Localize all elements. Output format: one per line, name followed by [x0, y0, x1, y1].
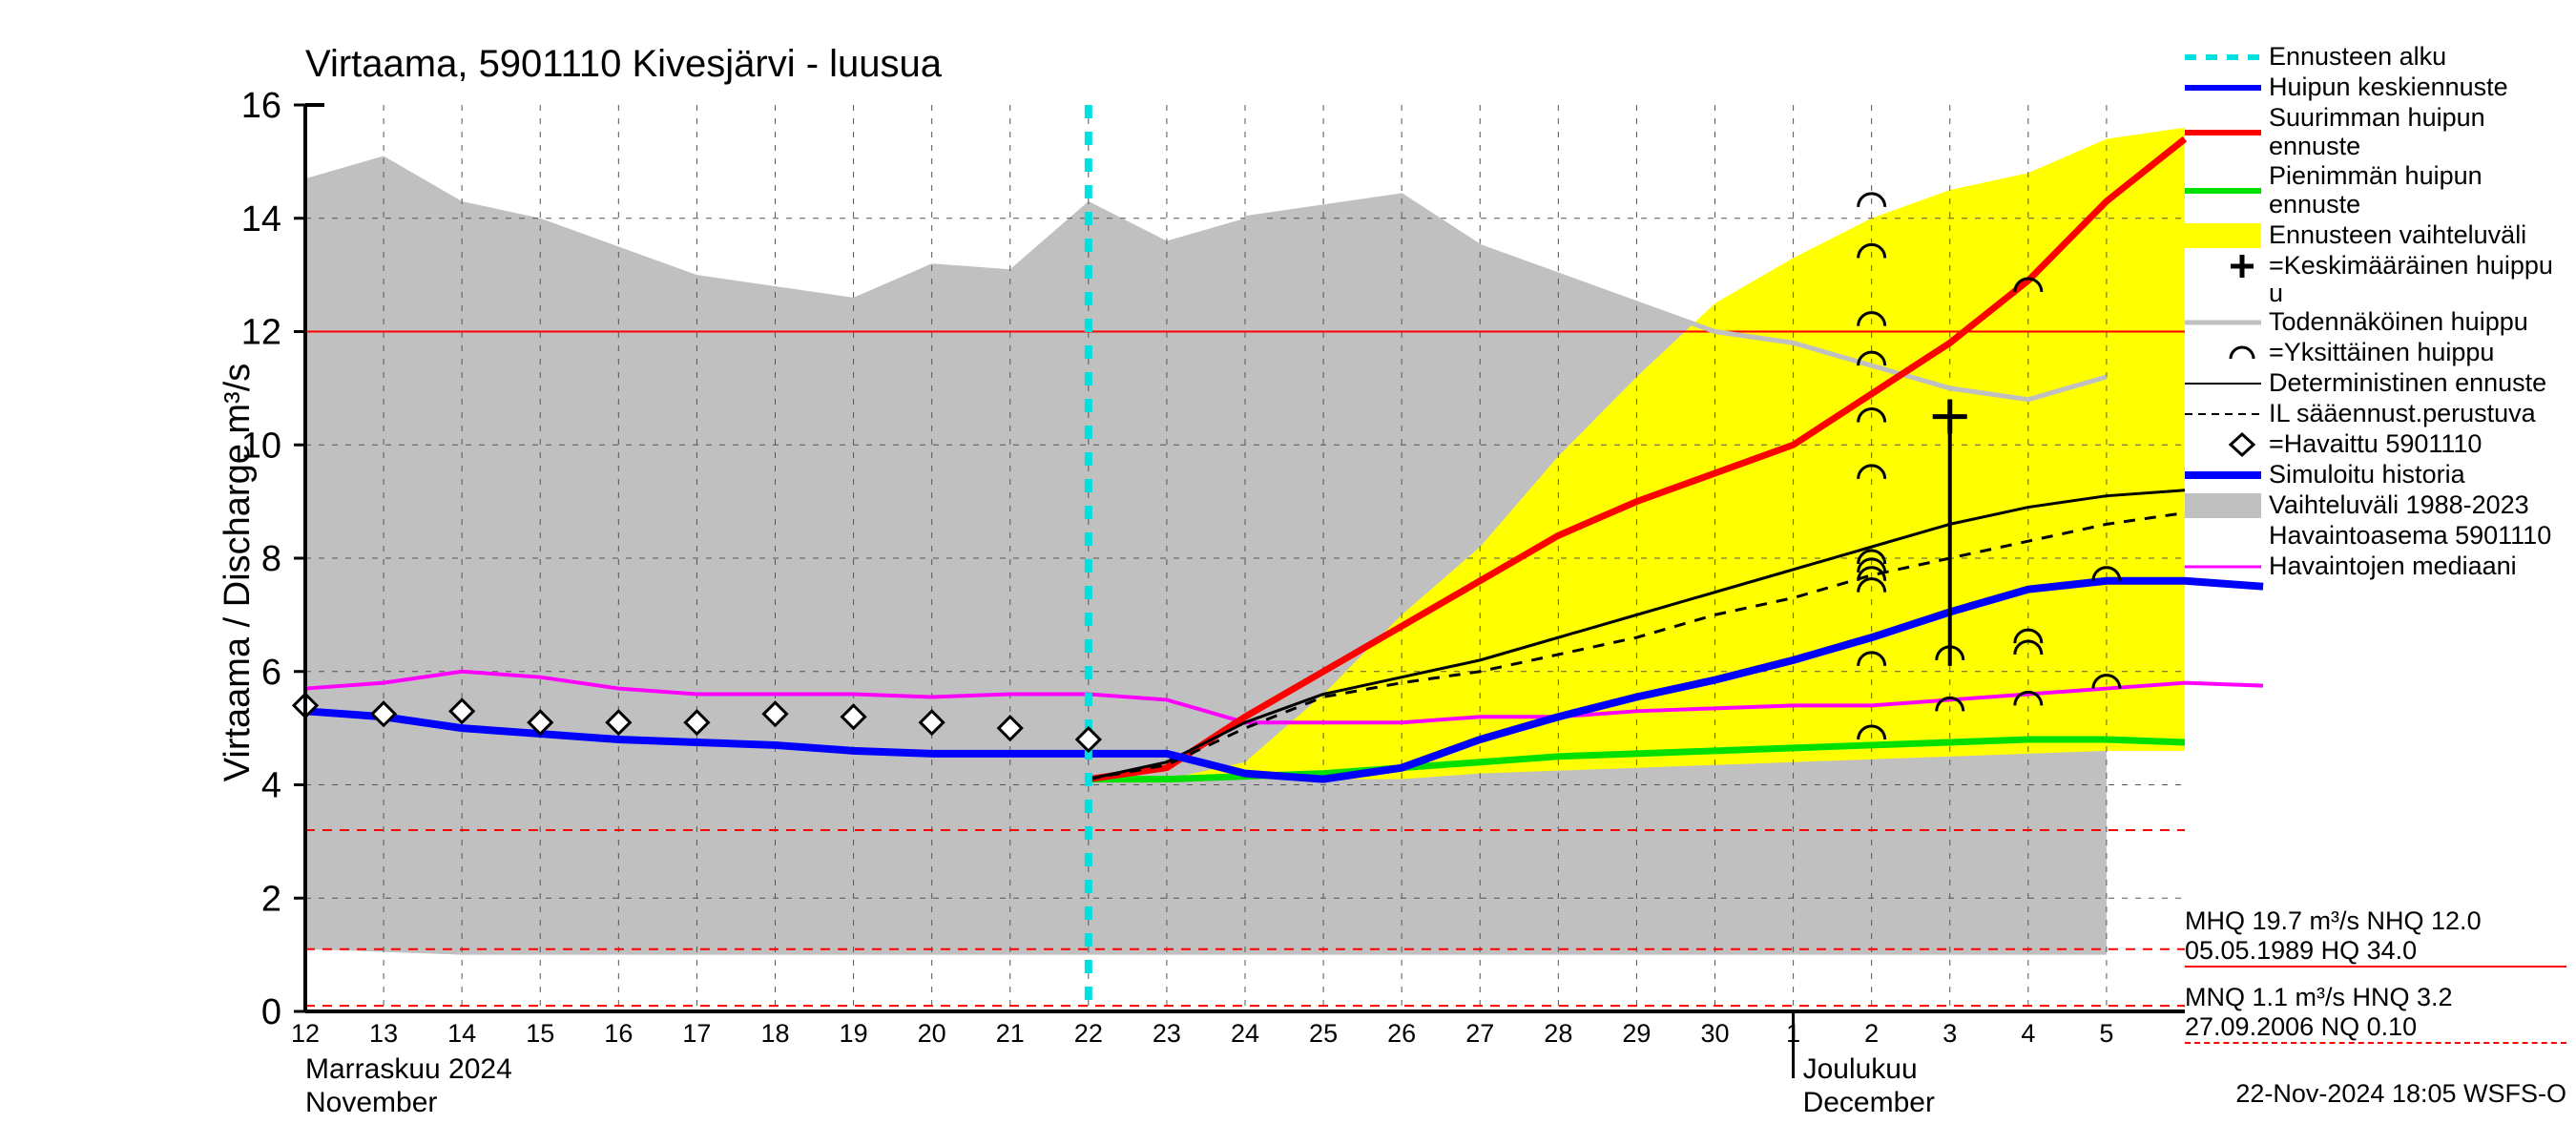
x-tick-label: 21 — [996, 1019, 1025, 1048]
x-tick-label: 5 — [2099, 1019, 2113, 1048]
legend-label: Huipun keskiennuste — [2269, 73, 2566, 102]
legend-item-mean_peak_sym: =Keskimääräinen huippu — [2185, 252, 2566, 281]
legend-item-peak_min: Pienimmän huipun ennuste — [2185, 162, 2566, 219]
month-label-fi: Marraskuu 2024 — [305, 1053, 512, 1085]
legend-label-cont: u — [2269, 279, 2566, 308]
legend-swatch — [2185, 461, 2261, 489]
legend-label: Ennusteen vaihteluväli — [2269, 221, 2566, 250]
legend-swatch — [2185, 491, 2261, 520]
legend-swatch — [2185, 430, 2261, 459]
legend-item-forecast_start: Ennusteen alku — [2185, 43, 2566, 72]
footer-timestamp: 22-Nov-2024 18:05 WSFS-O — [2235, 1079, 2566, 1109]
legend-swatch — [2185, 221, 2261, 250]
legend-swatch — [2185, 400, 2261, 428]
legend-swatch — [2185, 308, 2261, 337]
legend-label: =Havaittu 5901110 — [2269, 430, 2566, 459]
mnq-line1: MNQ 1.1 m³/s HNQ 3.2 — [2185, 983, 2566, 1012]
x-tick-label: 2 — [1864, 1019, 1879, 1048]
x-tick-label: 26 — [1387, 1019, 1416, 1048]
y-axis-label: Virtaama / Discharge m³/s — [218, 364, 259, 782]
legend-swatch — [2185, 522, 2261, 551]
x-tick-label: 20 — [918, 1019, 946, 1048]
month-label-en: November — [305, 1087, 437, 1118]
y-tick-label: 12 — [241, 313, 281, 353]
legend-swatch — [2185, 43, 2261, 72]
legend-item-sim_hist: Simuloitu historia — [2185, 461, 2566, 489]
stats-mnq: MNQ 1.1 m³/s HNQ 3.2 27.09.2006 NQ 0.10 — [2185, 983, 2566, 1044]
y-tick-label: 14 — [241, 199, 281, 239]
y-tick-label: 6 — [261, 653, 281, 693]
mhq-line2: 05.05.1989 HQ 34.0 — [2185, 936, 2566, 968]
legend-label: Ennusteen alku — [2269, 43, 2566, 72]
y-tick-label: 0 — [261, 992, 281, 1032]
legend-swatch — [2185, 339, 2261, 367]
x-tick-label: 17 — [682, 1019, 711, 1048]
x-tick-label: 24 — [1231, 1019, 1259, 1048]
legend-item-observed: =Havaittu 5901110 — [2185, 430, 2566, 459]
legend: Ennusteen alkuHuipun keskiennusteSuurimm… — [2185, 43, 2566, 583]
legend-swatch — [2185, 369, 2261, 398]
chart-container: Virtaama / Discharge m³/s 02468101214161… — [0, 0, 2576, 1145]
y-tick-label: 16 — [241, 86, 281, 126]
legend-label: =Keskimääräinen huippu — [2269, 253, 2566, 279]
legend-label: Todennäköinen huippu — [2269, 308, 2566, 337]
legend-label: Havaintoasema 5901110 — [2269, 522, 2566, 551]
legend-item-peak_max: Suurimman huipun ennuste — [2185, 104, 2566, 160]
x-tick-label: 19 — [840, 1019, 868, 1048]
legend-swatch — [2185, 177, 2261, 205]
legend-swatch — [2185, 552, 2261, 581]
mnq-line2: 27.09.2006 NQ 0.10 — [2185, 1012, 2566, 1044]
month-label-en: December — [1803, 1087, 1935, 1118]
month-label-fi: Joulukuu — [1803, 1053, 1918, 1085]
legend-label: Pienimmän huipun ennuste — [2269, 162, 2566, 219]
chart-title: Virtaama, 5901110 Kivesjärvi - luusua — [305, 43, 943, 85]
legend-label: Havaintojen mediaani — [2269, 552, 2566, 581]
x-tick-label: 27 — [1465, 1019, 1494, 1048]
x-tick-label: 28 — [1544, 1019, 1572, 1048]
y-tick-label: 4 — [261, 766, 281, 806]
x-tick-label: 14 — [447, 1019, 476, 1048]
legend-item-peak_mean: Huipun keskiennuste — [2185, 73, 2566, 102]
legend-item-single_peak: =Yksittäinen huippu — [2185, 339, 2566, 367]
legend-label: IL sääennust.perustuva — [2269, 400, 2566, 428]
x-tick-label: 1 — [1786, 1019, 1800, 1048]
legend-item-obs_range: Vaihteluväli 1988-2023 — [2185, 491, 2566, 520]
x-tick-label: 4 — [2021, 1019, 2035, 1048]
x-tick-label: 23 — [1153, 1019, 1181, 1048]
legend-swatch — [2185, 73, 2261, 102]
legend-label: Suurimman huipun ennuste — [2269, 104, 2566, 160]
x-tick-label: 30 — [1700, 1019, 1729, 1048]
y-tick-label: 2 — [261, 879, 281, 919]
legend-item-il_forecast: IL sääennust.perustuva — [2185, 400, 2566, 428]
x-tick-label: 22 — [1074, 1019, 1103, 1048]
legend-swatch — [2185, 118, 2261, 147]
legend-item-det_forecast: Deterministinen ennuste — [2185, 369, 2566, 398]
x-tick-label: 16 — [604, 1019, 633, 1048]
x-tick-label: 13 — [369, 1019, 398, 1048]
legend-swatch — [2185, 252, 2261, 281]
legend-label: Vaihteluväli 1988-2023 — [2269, 491, 2566, 520]
legend-label: Simuloitu historia — [2269, 461, 2566, 489]
y-tick-label: 8 — [261, 539, 281, 579]
x-tick-label: 29 — [1622, 1019, 1651, 1048]
x-tick-label: 12 — [291, 1019, 320, 1048]
legend-item-obs_median: Havaintojen mediaani — [2185, 552, 2566, 581]
legend-label: Deterministinen ennuste — [2269, 369, 2566, 398]
legend-item-obs_station: Havaintoasema 5901110 — [2185, 522, 2566, 551]
stats-mhq: MHQ 19.7 m³/s NHQ 12.0 05.05.1989 HQ 34.… — [2185, 906, 2566, 968]
x-tick-label: 18 — [760, 1019, 789, 1048]
x-tick-label: 3 — [1942, 1019, 1957, 1048]
legend-item-range: Ennusteen vaihteluväli — [2185, 221, 2566, 250]
x-tick-label: 25 — [1309, 1019, 1338, 1048]
legend-label: =Yksittäinen huippu — [2269, 339, 2566, 367]
mhq-line1: MHQ 19.7 m³/s NHQ 12.0 — [2185, 906, 2566, 936]
legend-item-prob_peak: Todennäköinen huippu — [2185, 308, 2566, 337]
x-tick-label: 15 — [526, 1019, 554, 1048]
